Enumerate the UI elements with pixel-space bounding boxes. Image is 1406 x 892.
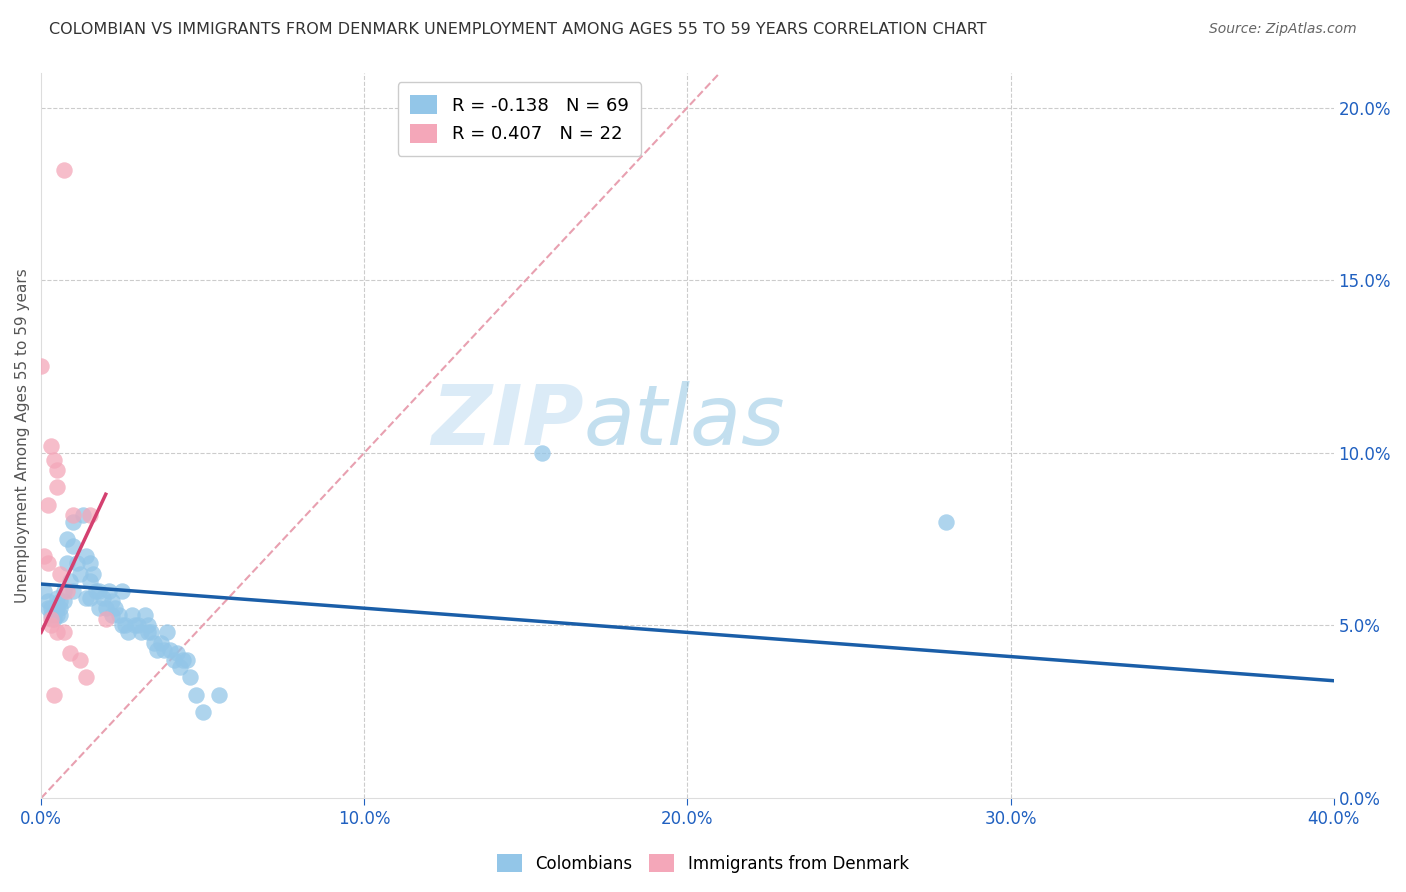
- Point: [42, 688, 65, 702]
- Point: [98, 583, 121, 598]
- Point: [79, 508, 101, 522]
- Point: [39, 439, 62, 453]
- Point: [153, 642, 176, 657]
- Point: [111, 618, 134, 632]
- Point: [42, 608, 65, 623]
- Point: [111, 583, 134, 598]
- Point: [191, 705, 214, 719]
- Point: [166, 646, 188, 660]
- Point: [134, 608, 156, 623]
- Point: [143, 636, 166, 650]
- Point: [46, 463, 69, 477]
- Point: [139, 625, 162, 640]
- Point: [75, 670, 97, 684]
- Point: [159, 642, 181, 657]
- Point: [56, 557, 79, 571]
- Point: [104, 601, 127, 615]
- Point: [114, 618, 136, 632]
- Point: [39, 618, 62, 632]
- Text: atlas: atlas: [583, 381, 786, 461]
- Point: [46, 591, 69, 605]
- Point: [79, 591, 101, 605]
- Point: [69, 653, 91, 667]
- Point: [42, 611, 65, 625]
- Point: [124, 618, 146, 632]
- Point: [42, 452, 65, 467]
- Point: [127, 618, 149, 632]
- Point: [79, 574, 101, 588]
- Point: [52, 594, 75, 608]
- Point: [162, 653, 184, 667]
- Point: [46, 608, 69, 623]
- Legend: Colombians, Immigrants from Denmark: Colombians, Immigrants from Denmark: [491, 847, 915, 880]
- Point: [136, 618, 159, 632]
- Y-axis label: Unemployment Among Ages 55 to 59 years: Unemployment Among Ages 55 to 59 years: [15, 268, 30, 603]
- Point: [62, 539, 84, 553]
- Point: [56, 532, 79, 546]
- Point: [66, 557, 89, 571]
- Point: [37, 498, 59, 512]
- Point: [52, 583, 75, 598]
- Point: [136, 625, 159, 640]
- Point: [39, 601, 62, 615]
- Point: [101, 594, 124, 608]
- Point: [39, 611, 62, 625]
- Point: [59, 646, 82, 660]
- Point: [84, 583, 107, 598]
- Text: COLOMBIAN VS IMMIGRANTS FROM DENMARK UNEMPLOYMENT AMONG AGES 55 TO 59 YEARS CORR: COLOMBIAN VS IMMIGRANTS FROM DENMARK UNE…: [49, 22, 987, 37]
- Point: [39, 608, 62, 623]
- Point: [52, 162, 75, 177]
- Point: [52, 625, 75, 640]
- Point: [69, 566, 91, 581]
- Point: [530, 446, 553, 460]
- Point: [62, 583, 84, 598]
- Point: [49, 601, 72, 615]
- Point: [49, 608, 72, 623]
- Point: [30, 359, 52, 374]
- Point: [107, 608, 129, 623]
- Point: [72, 508, 94, 522]
- Point: [46, 601, 69, 615]
- Point: [149, 636, 172, 650]
- Point: [935, 515, 957, 529]
- Point: [56, 583, 79, 598]
- Point: [186, 688, 208, 702]
- Point: [117, 625, 139, 640]
- Point: [172, 653, 194, 667]
- Point: [208, 688, 231, 702]
- Text: Source: ZipAtlas.com: Source: ZipAtlas.com: [1209, 22, 1357, 37]
- Point: [49, 594, 72, 608]
- Point: [94, 601, 117, 615]
- Point: [89, 601, 111, 615]
- Point: [176, 653, 198, 667]
- Point: [62, 515, 84, 529]
- Point: [94, 611, 117, 625]
- Point: [49, 566, 72, 581]
- Point: [75, 549, 97, 564]
- Point: [91, 591, 114, 605]
- Point: [34, 583, 56, 598]
- Point: [156, 625, 179, 640]
- Point: [101, 608, 124, 623]
- Legend: R = -0.138   N = 69, R = 0.407   N = 22: R = -0.138 N = 69, R = 0.407 N = 22: [398, 82, 641, 156]
- Point: [89, 583, 111, 598]
- Point: [37, 594, 59, 608]
- Point: [46, 625, 69, 640]
- Point: [75, 591, 97, 605]
- Point: [79, 557, 101, 571]
- Point: [129, 625, 152, 640]
- Point: [179, 670, 201, 684]
- Point: [169, 660, 191, 674]
- Point: [37, 557, 59, 571]
- Point: [82, 566, 104, 581]
- Point: [121, 608, 143, 623]
- Point: [37, 601, 59, 615]
- Point: [59, 574, 82, 588]
- Text: ZIP: ZIP: [432, 381, 583, 461]
- Point: [34, 549, 56, 564]
- Point: [146, 642, 169, 657]
- Point: [46, 480, 69, 494]
- Point: [62, 508, 84, 522]
